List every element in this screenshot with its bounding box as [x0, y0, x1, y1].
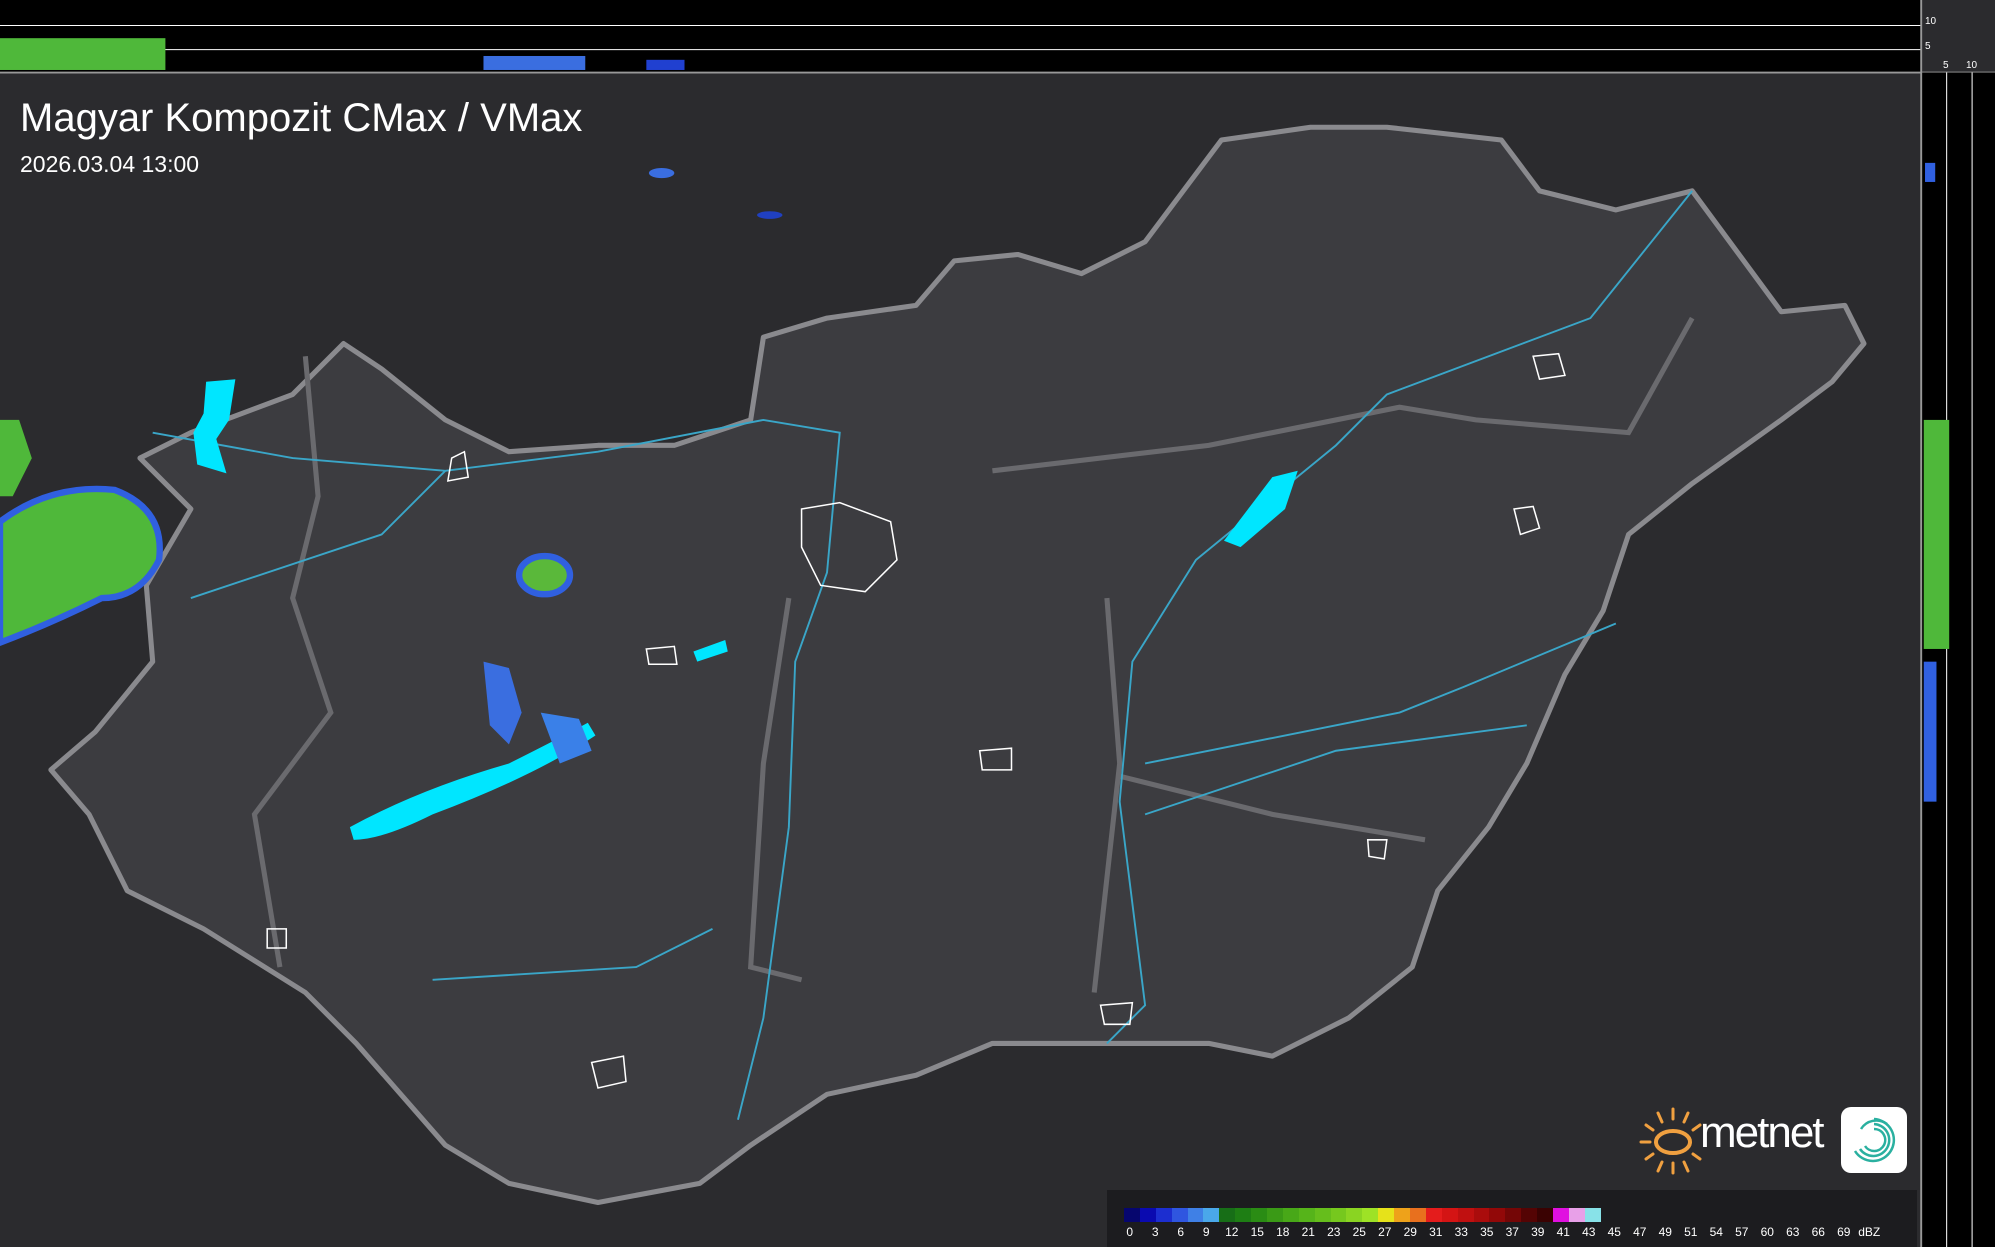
lake-tisza — [1223, 470, 1298, 548]
right-tick-10: 10 — [1966, 60, 1978, 71]
legend-swatch — [1441, 1208, 1458, 1222]
tisza-river — [1106, 190, 1693, 1045]
legend-swatch — [1314, 1208, 1331, 1222]
legend-label: 12 — [1225, 1225, 1239, 1239]
legend-label: 27 — [1378, 1225, 1392, 1239]
legend-label: 37 — [1505, 1225, 1519, 1239]
legend-swatch — [1457, 1208, 1474, 1222]
top-cross-section — [0, 0, 1922, 73]
legend-label: 3 — [1151, 1225, 1159, 1239]
legend-swatch — [1394, 1208, 1411, 1222]
legend-label: 60 — [1760, 1225, 1774, 1239]
legend-color-bar — [1124, 1208, 1601, 1222]
legend-unit: dBZ — [1858, 1225, 1881, 1239]
legend-swatch — [1553, 1208, 1569, 1222]
legend-swatch — [1473, 1208, 1490, 1222]
legend-swatch — [1251, 1208, 1268, 1222]
legend-swatch — [1362, 1208, 1379, 1222]
legend-swatch — [1521, 1208, 1538, 1222]
legend-label: 57 — [1735, 1225, 1749, 1239]
lake-neusiedl — [193, 379, 236, 474]
legend-swatch — [1155, 1208, 1172, 1222]
legend-label: 31 — [1429, 1225, 1443, 1239]
legend-label: 35 — [1480, 1225, 1494, 1239]
legend-label: 43 — [1582, 1225, 1596, 1239]
dbz-color-legend: 0 3 6 9 12 15 18 21 23 25 27 29 31 33 35 37 39 41 43 45 47 49… — [1107, 1190, 1917, 1247]
top-tick-5: 5 — [1925, 41, 1931, 52]
legend-label: 41 — [1556, 1225, 1570, 1239]
legend-label: 23 — [1327, 1225, 1341, 1239]
danube-river — [152, 418, 841, 1120]
radar-echoes — [0, 167, 1298, 840]
legend-swatch — [1282, 1208, 1299, 1222]
rivers — [152, 190, 1693, 1120]
legend-swatch — [1425, 1208, 1442, 1222]
legend-swatch — [1203, 1208, 1220, 1222]
legend-label: 21 — [1301, 1225, 1315, 1239]
legend-label: 69 — [1837, 1225, 1851, 1239]
legend-swatch — [1235, 1208, 1252, 1222]
legend-swatch — [1219, 1208, 1236, 1222]
lake-balaton — [349, 722, 596, 840]
legend-label: 47 — [1633, 1225, 1647, 1239]
legend-swatch — [1489, 1208, 1506, 1222]
legend-label: 29 — [1403, 1225, 1417, 1239]
legend-swatch — [1410, 1208, 1426, 1222]
lake-velence — [693, 640, 728, 662]
map-timestamp: 2026.03.04 13:00 — [20, 151, 200, 177]
legend-swatch — [1505, 1208, 1522, 1222]
legend-label: 25 — [1352, 1225, 1366, 1239]
right-tick-5: 5 — [1943, 60, 1949, 71]
legend-swatch — [1124, 1208, 1140, 1222]
legend-swatch — [1298, 1208, 1315, 1222]
legend-swatch — [1568, 1208, 1585, 1222]
metnet-app-icon[interactable] — [1841, 1107, 1907, 1173]
legend-label: 39 — [1531, 1225, 1545, 1239]
legend-label: 45 — [1607, 1225, 1621, 1239]
legend-swatch — [1139, 1208, 1156, 1222]
hungary-country — [48, 124, 1867, 1206]
metnet-sun-icon — [1638, 1105, 1708, 1180]
legend-label: 66 — [1811, 1225, 1825, 1239]
map-title: Magyar Kompozit CMax / VMax — [20, 96, 583, 140]
legend-label: 51 — [1684, 1225, 1698, 1239]
county-borders — [251, 316, 1695, 993]
legend-swatch — [1584, 1208, 1601, 1222]
legend-swatch — [1346, 1208, 1363, 1222]
legend-label: 6 — [1177, 1225, 1185, 1239]
legend-swatch — [1378, 1208, 1395, 1222]
right-cross-section — [1921, 72, 1995, 1247]
legend-label: 49 — [1658, 1225, 1672, 1239]
legend-label: 15 — [1250, 1225, 1264, 1239]
legend-labels: 0 3 6 9 12 15 18 21 23 25 27 29 31 33 35 37 39 41 43 45 47 49… — [1117, 1225, 1882, 1239]
legend-swatch — [1330, 1208, 1347, 1222]
metnet-logo-text: metnet — [1700, 1108, 1825, 1157]
legend-label: 9 — [1202, 1225, 1210, 1239]
legend-swatch — [1171, 1208, 1188, 1222]
legend-label: 18 — [1276, 1225, 1290, 1239]
top-tick-10: 10 — [1925, 16, 1937, 27]
legend-swatch — [1267, 1208, 1283, 1222]
legend-swatch — [1187, 1208, 1204, 1222]
legend-swatch — [1537, 1208, 1554, 1222]
legend-label: 0 — [1126, 1225, 1134, 1239]
legend-label: 33 — [1454, 1225, 1468, 1239]
legend-label: 63 — [1786, 1225, 1800, 1239]
legend-label: 54 — [1709, 1225, 1723, 1239]
city-outlines — [266, 352, 1566, 1089]
